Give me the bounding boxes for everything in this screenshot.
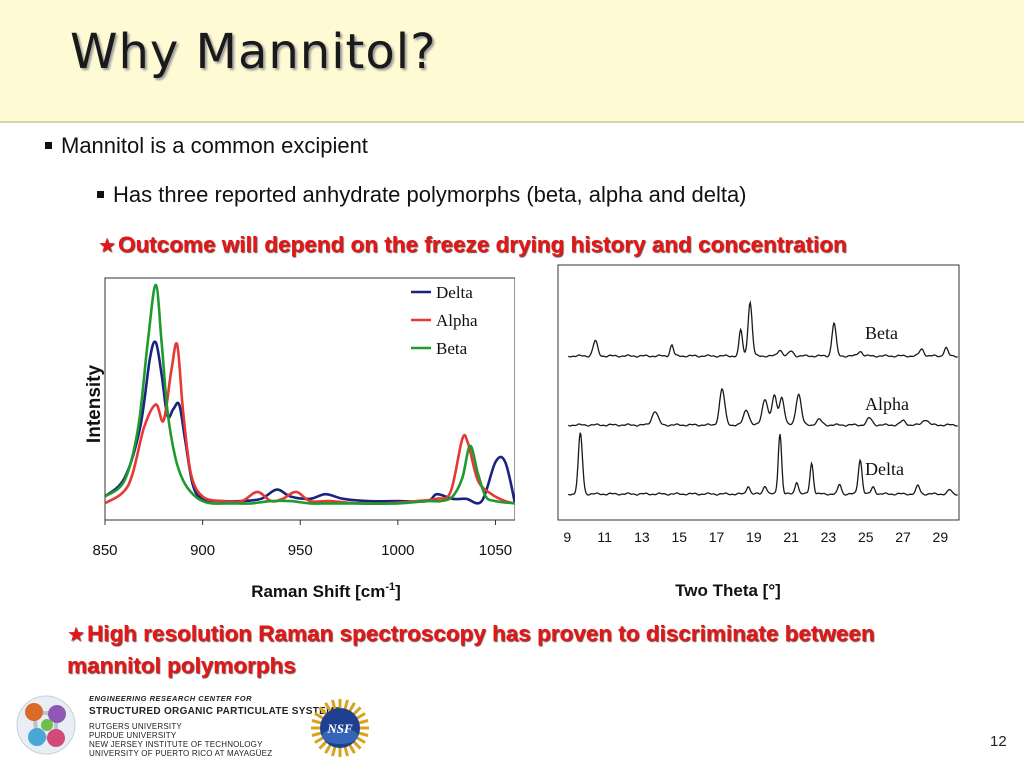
nsf-seal-text: NSF <box>326 721 353 736</box>
nsf-seal: NSF <box>311 699 369 757</box>
erc-logo <box>16 695 76 755</box>
page-number: 12 <box>990 733 1007 750</box>
raman-spectrum-chart: 850 900 950 1000 1050 Delta Alpha Beta Intensi… <box>84 277 515 601</box>
xrd-x-tick-label: 19 <box>746 529 762 545</box>
xrd-series-delta <box>567 432 958 496</box>
xrd-x-axis-label: Two Theta [°] <box>675 581 781 600</box>
highlight-raman: ★High resolution Raman spectroscopy has … <box>67 618 967 681</box>
xrd-series-label: Delta <box>865 459 904 479</box>
raman-legend-label: Alpha <box>436 311 478 330</box>
xrd-series-beta <box>567 300 958 358</box>
xrd-x-tick-label: 21 <box>783 529 799 545</box>
raman-plot-frame <box>104 277 515 521</box>
footer-university: PURDUE UNIVERSITY <box>89 731 177 740</box>
title-divider <box>0 121 1024 123</box>
xrd-pattern-chart: 9 11 13 15 17 19 21 23 25 27 29 Beta Alpha Delta Two… <box>557 264 960 600</box>
bullet-polymorphs-text: Has three reported anhydrate polymorphs … <box>113 182 747 207</box>
raman-y-axis-label: Intensity <box>84 365 105 444</box>
xrd-x-tick-label: 15 <box>671 529 687 545</box>
raman-series-alpha <box>104 341 515 505</box>
raman-x-tick-label: 850 <box>92 542 117 559</box>
title-banner <box>0 0 1024 121</box>
square-bullet-icon <box>97 190 104 198</box>
raman-legend-label: Delta <box>436 283 473 302</box>
bullet-excipient-text: Mannitol is a common excipient <box>61 133 368 158</box>
star-icon: ★ <box>67 622 85 646</box>
square-bullet-icon <box>45 141 52 149</box>
highlight-outcome: ★Outcome will depend on the freeze dryin… <box>98 229 847 261</box>
xrd-x-tick-label: 29 <box>933 529 949 545</box>
xrd-x-tick-label: 17 <box>709 529 725 545</box>
star-icon: ★ <box>98 233 116 257</box>
raman-x-tick-label: 1000 <box>381 542 414 559</box>
xrd-x-tick-label: 27 <box>895 529 911 545</box>
raman-x-tick-label: 950 <box>288 542 313 559</box>
bullet-polymorphs: Has three reported anhydrate polymorphs … <box>97 182 747 208</box>
xrd-series-label: Alpha <box>865 394 909 414</box>
raman-series-beta <box>104 283 515 505</box>
xrd-x-tick-label: 11 <box>597 529 612 545</box>
xrd-x-tick-label: 23 <box>821 529 837 545</box>
footer-center-header: ENGINEERING RESEARCH CENTER FOR <box>89 694 253 703</box>
xrd-x-tick-label: 13 <box>634 529 650 545</box>
xrd-x-tick-label: 25 <box>858 529 874 545</box>
raman-x-tick-label: 900 <box>190 542 215 559</box>
raman-series-delta <box>104 340 515 505</box>
raman-x-axis-label: Raman Shift [cm-1] <box>251 581 401 601</box>
footer-center-name: STRUCTURED ORGANIC PARTICULATE SYSTEMS <box>89 706 342 717</box>
footer-university: RUTGERS UNIVERSITY <box>89 722 182 731</box>
raman-legend-label: Beta <box>436 339 468 358</box>
slide-title: Why Mannitol? <box>70 24 437 80</box>
xrd-series-alpha <box>567 387 958 427</box>
xrd-plot-frame <box>557 264 960 521</box>
highlight-raman-text: High resolution Raman spectroscopy has p… <box>67 621 875 678</box>
xrd-series-label: Beta <box>865 323 898 343</box>
bullet-excipient: Mannitol is a common excipient <box>45 133 368 159</box>
highlight-outcome-text: Outcome will depend on the freeze drying… <box>117 232 847 257</box>
raman-x-tick-label: 1050 <box>479 542 512 559</box>
xrd-x-tick-label: 9 <box>563 529 571 545</box>
footer-university: UNIVERSITY OF PUERTO RICO AT MAYAGÜEZ <box>89 749 273 758</box>
footer-university: NEW JERSEY INSTITUTE OF TECHNOLOGY <box>89 740 263 749</box>
